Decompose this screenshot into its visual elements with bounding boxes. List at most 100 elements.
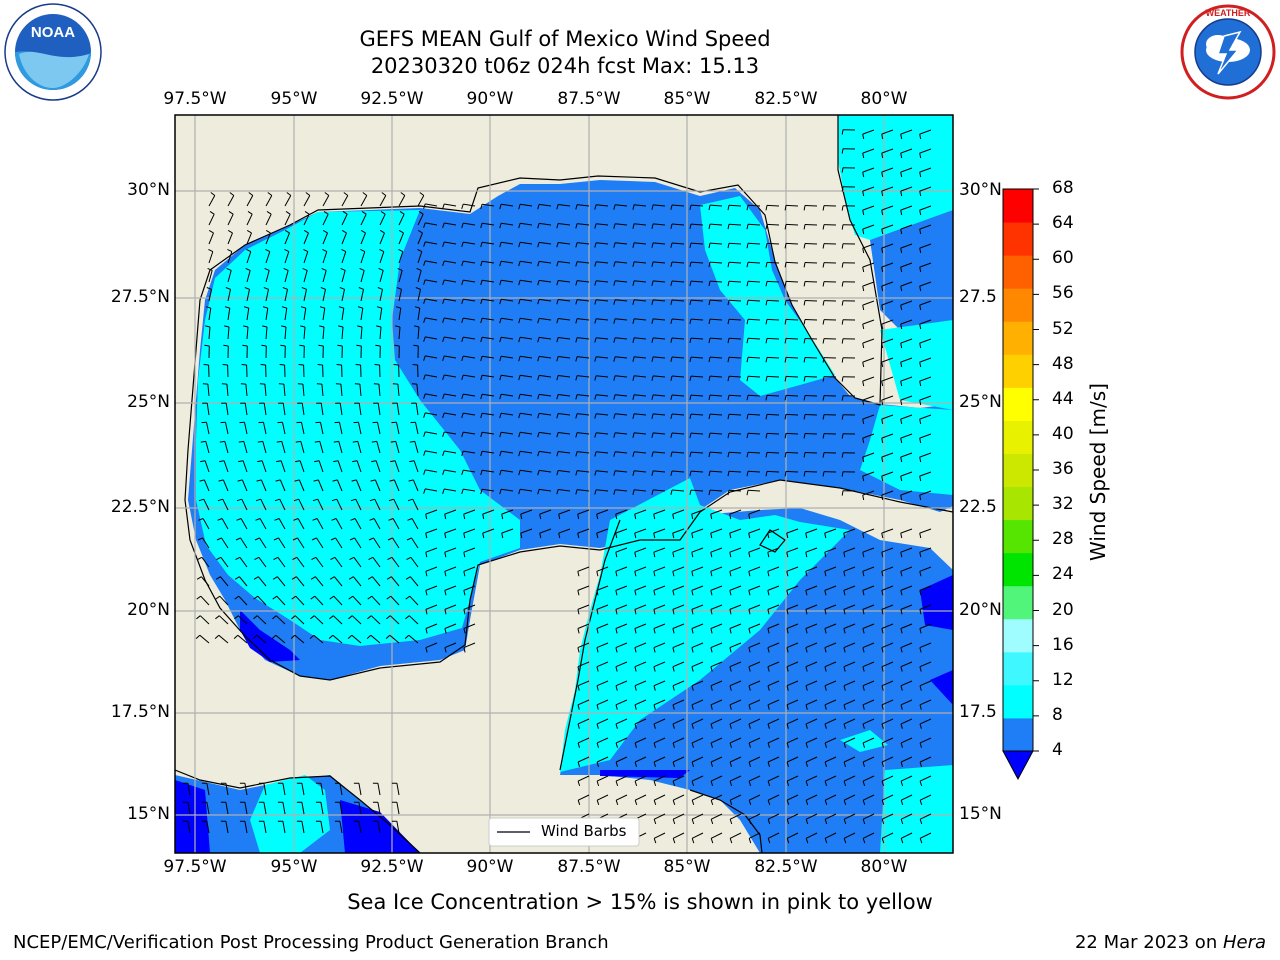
wind-barb-flag (729, 704, 732, 710)
wind-barb-flag (634, 780, 638, 787)
wind-barb-flag (841, 338, 844, 344)
wind-barb-flag (311, 556, 317, 561)
wind-barb (748, 680, 761, 687)
wind-barb (417, 213, 424, 226)
wind-barb-flag (841, 357, 844, 363)
wind-barb (653, 204, 666, 207)
wind-barb-flag (349, 556, 355, 561)
wind-barb (298, 479, 305, 492)
wind-barb (747, 489, 761, 492)
wind-barb-flag (442, 336, 445, 342)
wind-barb (412, 498, 419, 511)
wind-barb-flag (919, 229, 922, 235)
wind-barb (558, 261, 571, 264)
wind-barb (843, 642, 856, 649)
wind-barb-flag (480, 413, 483, 419)
wind-barb-flag (651, 489, 654, 495)
wind-barb-flag (274, 518, 280, 521)
wind-barb (615, 489, 628, 492)
wind-barb-flag (613, 242, 616, 248)
wind-barb-flag (919, 838, 923, 844)
wind-barb (748, 509, 761, 515)
wind-barb (227, 232, 233, 245)
wind-barb (729, 604, 742, 610)
wind-barb (919, 490, 932, 496)
wind-barb-flag (518, 432, 521, 438)
wind-barb-flag (824, 685, 827, 691)
wind-barb-flag (862, 780, 866, 787)
wind-barb (425, 528, 438, 534)
wind-barb-flag (843, 628, 846, 634)
wind-barb-flag (786, 723, 789, 729)
wind-barb-flag (556, 261, 559, 267)
wind-barb-flag (405, 595, 411, 600)
wind-barb (372, 557, 381, 568)
wind-barb (843, 699, 856, 706)
wind-barb-flag (651, 356, 654, 362)
wind-barb-flag (310, 595, 316, 600)
coastlines (175, 115, 953, 853)
wind-barb (354, 518, 362, 530)
wind-barb (225, 422, 229, 435)
wind-barb-flag (415, 287, 421, 290)
wind-barb-flag (919, 800, 923, 806)
wind-barb (900, 167, 913, 173)
wind-barb (634, 318, 647, 321)
wind-barb (577, 756, 590, 763)
wind-barb (824, 699, 837, 706)
wind-barb (766, 337, 780, 340)
wind-barb-flag (824, 761, 827, 767)
wind-barb (767, 699, 780, 706)
wind-barb-flag (727, 243, 730, 249)
wind-barb (246, 326, 249, 340)
wind-barb (672, 661, 685, 668)
wind-barb-flag (416, 267, 422, 271)
wind-barb (264, 384, 267, 397)
caribbean-strong-winds (560, 478, 850, 772)
wind-barb-flag (843, 742, 846, 748)
wind-barb (634, 756, 647, 763)
wind-barb-flag (273, 537, 279, 541)
wind-barb-flag (862, 191, 865, 197)
wind-barb-flag (691, 513, 694, 520)
wind-barb (218, 634, 229, 644)
wind-barb (634, 204, 647, 207)
wind-barb (671, 261, 685, 264)
wind-barb (615, 566, 628, 572)
wind-barb-flag (328, 634, 334, 639)
wind-barb (360, 326, 363, 340)
wind-barb-flag (691, 552, 694, 558)
wind-barb-flag (577, 609, 580, 615)
wind-barb-flag (341, 229, 347, 234)
wind-barb (227, 195, 235, 207)
wind-barb-flag (672, 590, 675, 596)
wind-barb (374, 479, 381, 492)
wind-barb-flag (379, 229, 385, 234)
wind-barb-flag (634, 761, 637, 767)
wind-barb (881, 357, 894, 363)
wind-barb-flag (710, 666, 713, 672)
wind-barb-flag (216, 556, 222, 561)
wind-barb (425, 260, 438, 264)
wind-barb-flag (356, 344, 362, 347)
wind-barb (805, 661, 818, 668)
wind-barb (634, 680, 647, 687)
wind-barb (919, 452, 932, 458)
wind-barb-flag (670, 375, 673, 381)
wind-barb (919, 585, 932, 591)
wind-barb (243, 441, 248, 454)
wind-barb-flag (594, 451, 597, 457)
wind-barb (919, 642, 932, 649)
wind-barb (766, 451, 780, 454)
wind-barb (577, 432, 590, 435)
wind-barb (558, 280, 571, 283)
wind-barb-flag (499, 432, 502, 438)
wind-barb-flag (406, 556, 412, 561)
wind-barb-flag (366, 634, 372, 639)
wind-barb (766, 318, 780, 321)
wind-barb (520, 374, 533, 378)
wind-barb-flag (594, 394, 597, 400)
wind-barb-flag (409, 440, 415, 443)
wind-barb (919, 813, 932, 820)
wind-barb (709, 223, 723, 226)
